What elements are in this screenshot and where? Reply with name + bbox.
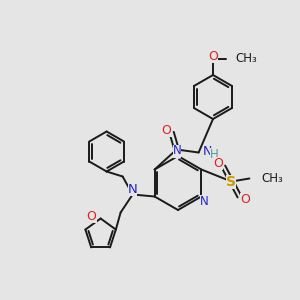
Text: H: H: [210, 148, 218, 161]
Text: O: O: [162, 124, 172, 137]
Text: S: S: [226, 175, 236, 188]
Text: CH₃: CH₃: [261, 172, 283, 185]
Text: O: O: [240, 193, 250, 206]
Text: O: O: [87, 210, 97, 223]
Text: N: N: [172, 145, 182, 158]
Text: N: N: [200, 195, 209, 208]
Text: O: O: [208, 50, 218, 62]
Text: CH₃: CH₃: [235, 52, 257, 65]
Text: N: N: [202, 145, 212, 158]
Text: N: N: [128, 183, 137, 196]
Text: O: O: [213, 157, 223, 170]
